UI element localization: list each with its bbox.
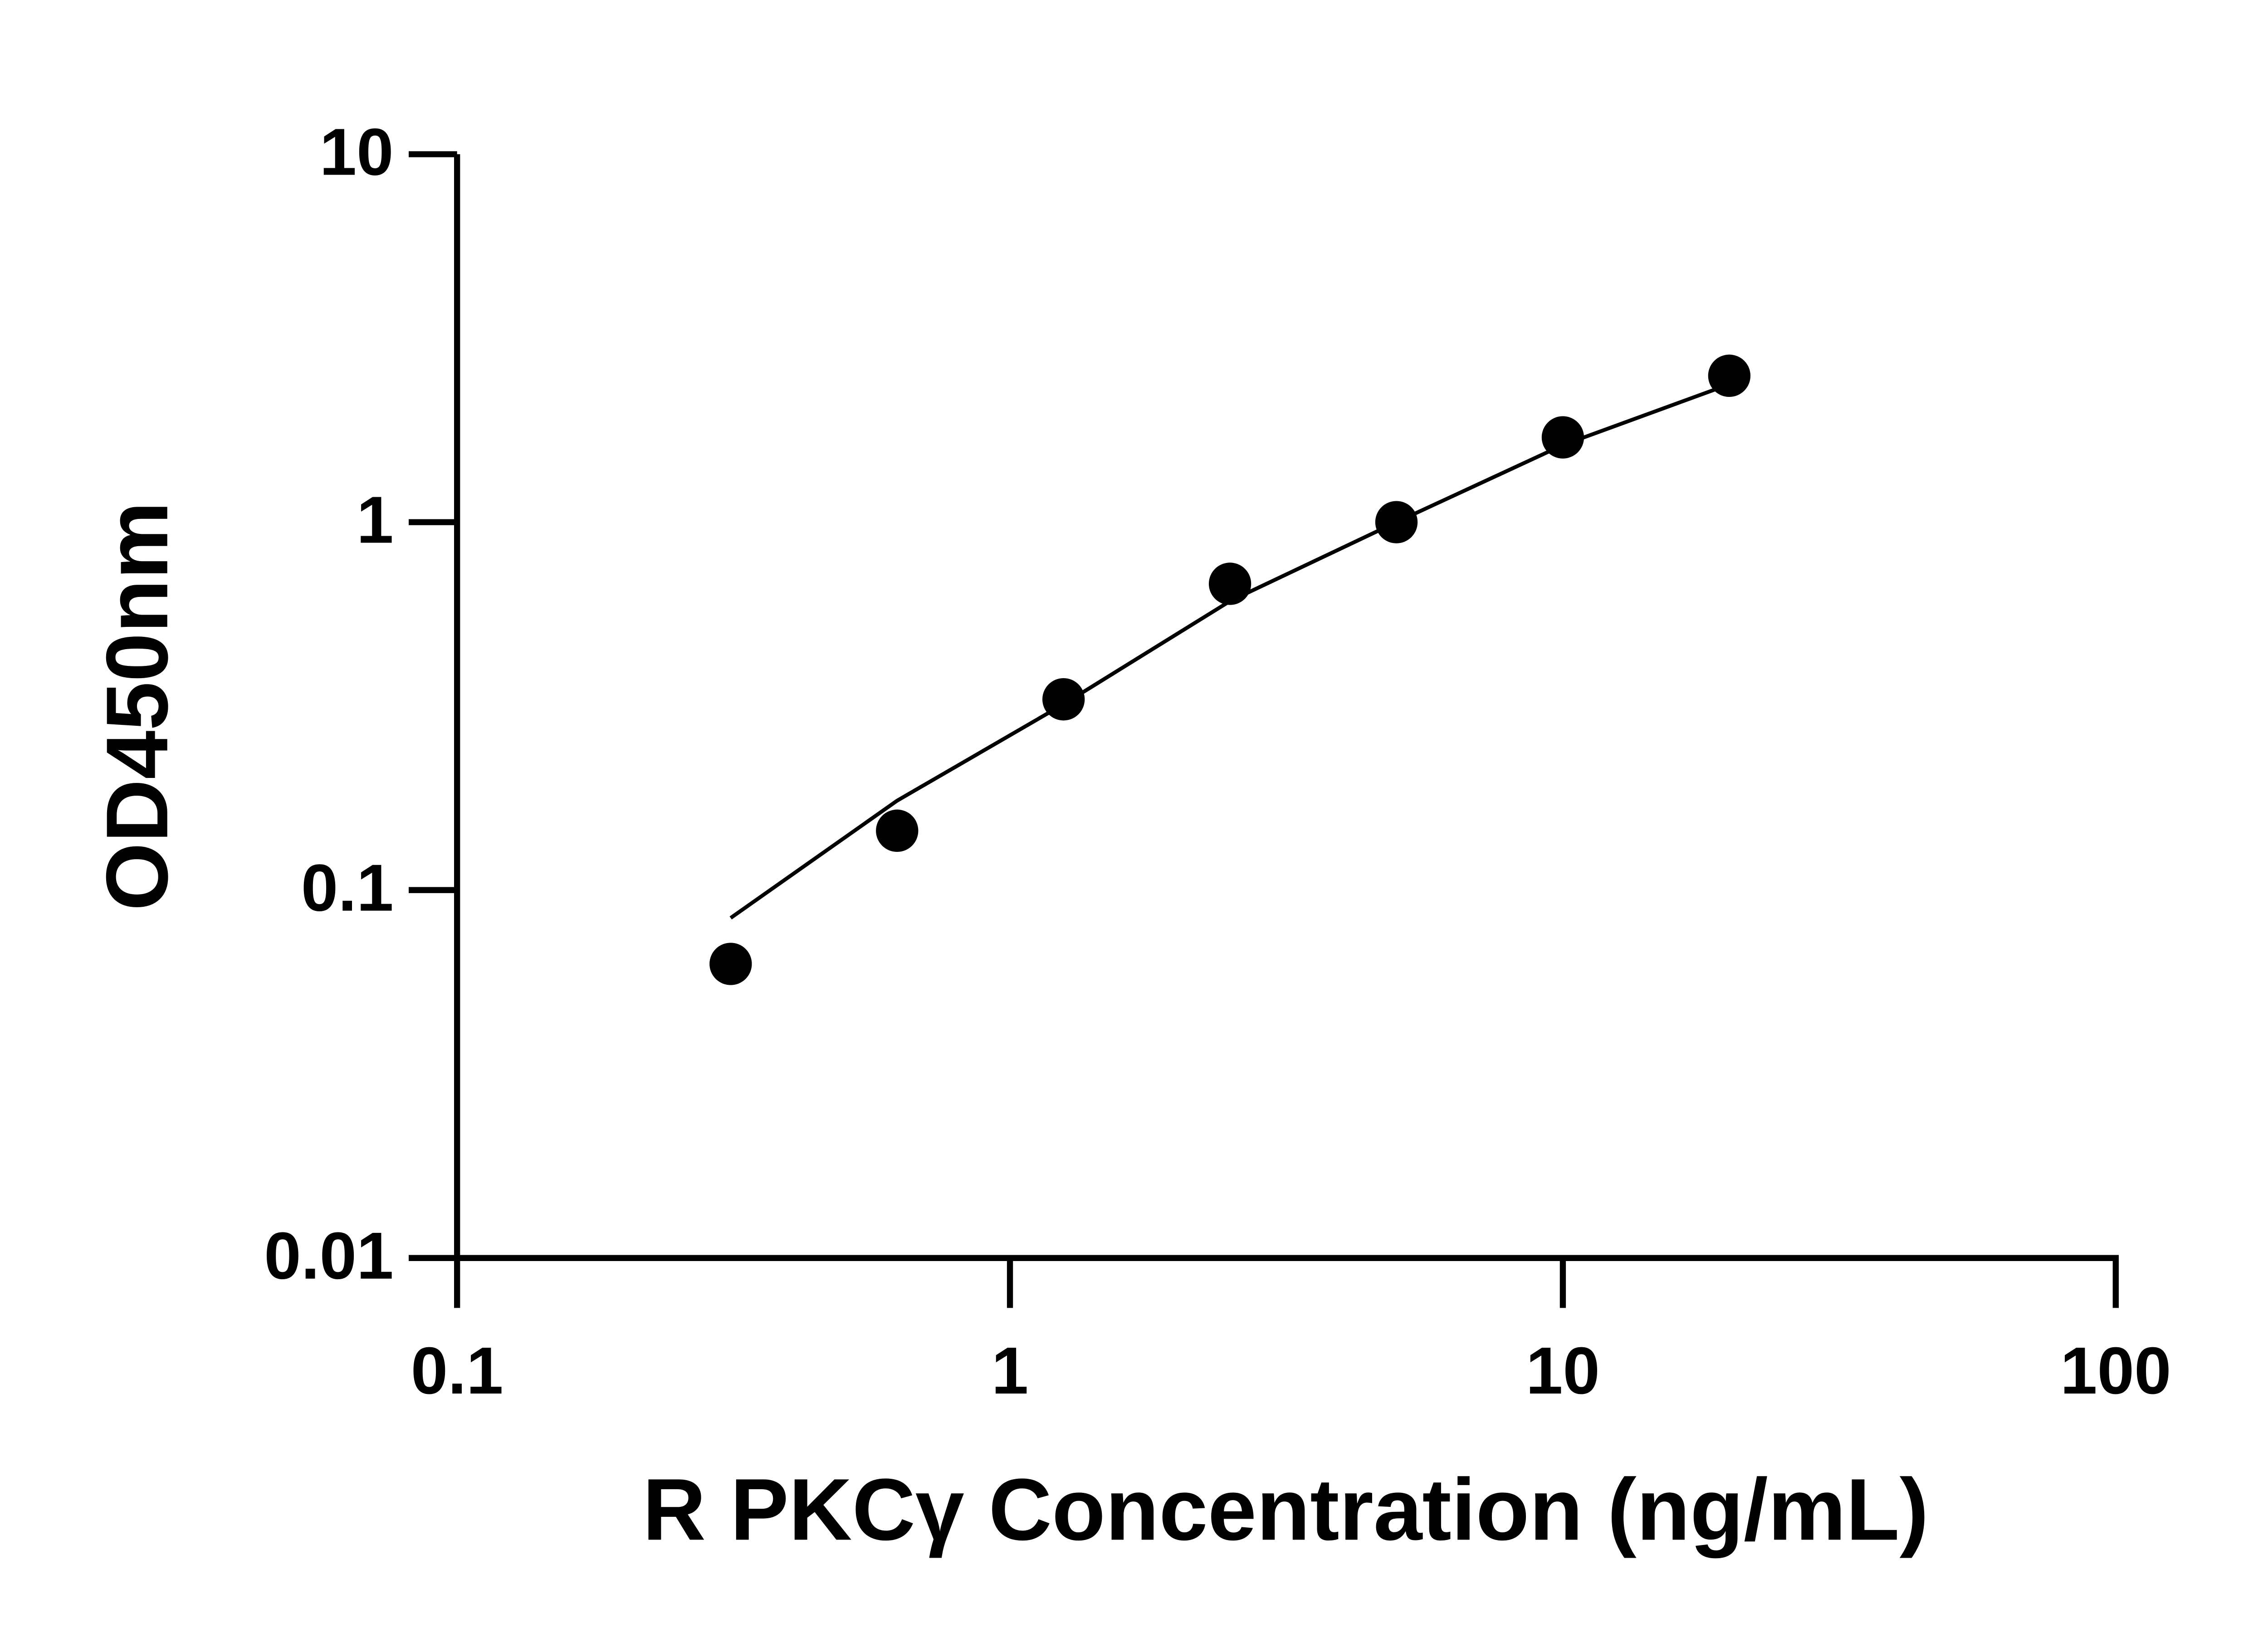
x-tick-label: 1 <box>992 1334 1029 1408</box>
x-axis-title: R PKCγ Concentration (ng/mL) <box>643 1460 1929 1558</box>
data-point <box>709 943 752 985</box>
data-point <box>1375 501 1418 543</box>
data-point <box>1541 416 1584 459</box>
y-tick-label: 1 <box>357 483 394 557</box>
data-point <box>1042 678 1085 721</box>
x-tick-label: 10 <box>1526 1334 1600 1408</box>
data-point <box>1208 562 1251 605</box>
y-tick-label: 10 <box>320 115 394 189</box>
y-axis-title: OD450nm <box>88 501 186 911</box>
y-tick-label: 0.1 <box>301 851 394 925</box>
data-point <box>876 809 919 852</box>
x-tick-label: 100 <box>2060 1334 2171 1408</box>
y-tick-label: 0.01 <box>264 1219 393 1293</box>
data-point <box>1708 354 1751 397</box>
x-tick-label: 0.1 <box>411 1334 503 1408</box>
